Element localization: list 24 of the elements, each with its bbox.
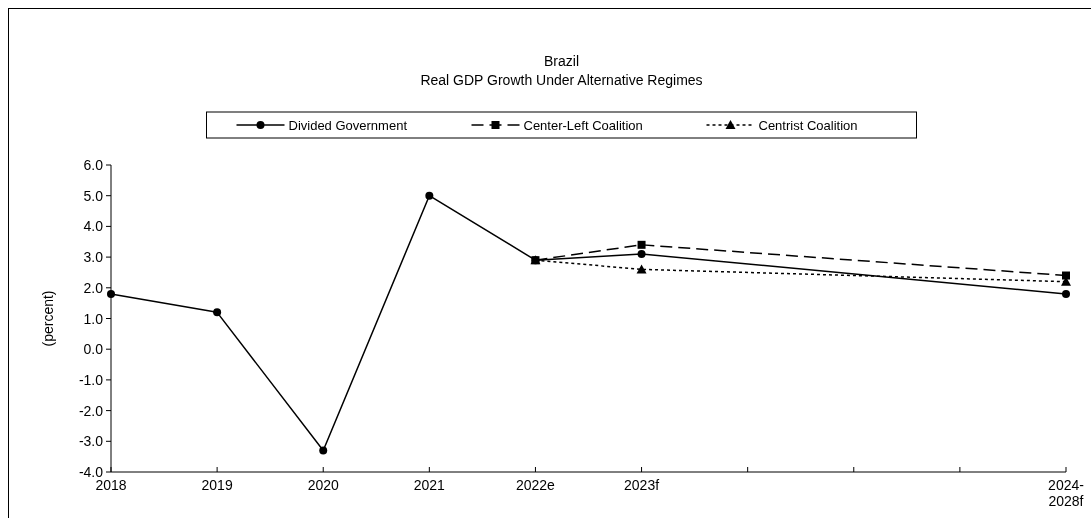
x-tick-label: 2023f bbox=[624, 477, 660, 493]
x-tick-label: 2021 bbox=[413, 477, 446, 493]
y-tick-label: 5.0 bbox=[83, 187, 104, 204]
y-tick-label: 4.0 bbox=[83, 218, 104, 235]
y-tick-label: -3.0 bbox=[78, 433, 104, 450]
y-tick-label: 1.0 bbox=[83, 310, 104, 327]
y-tick-label: -1.0 bbox=[78, 371, 104, 388]
x-tick-label: 2018 bbox=[95, 477, 127, 493]
y-tick-label: 2.0 bbox=[83, 279, 104, 296]
x-tick-label: 2020 bbox=[307, 477, 339, 493]
legend-label: Centrist Coalition bbox=[758, 118, 858, 133]
y-axis-title: (percent) bbox=[40, 290, 56, 347]
legend-label: Center-Left Coalition bbox=[523, 118, 643, 133]
y-tick-label: 0.0 bbox=[83, 341, 104, 358]
y-tick-label: -2.0 bbox=[78, 402, 104, 419]
y-tick-label: 6.0 bbox=[83, 157, 104, 173]
chart-title: Brazil bbox=[543, 53, 580, 69]
y-tick-label: -4.0 bbox=[78, 464, 104, 480]
legend-label: Divided Government bbox=[288, 118, 408, 133]
y-tick-label: 3.0 bbox=[83, 249, 104, 266]
x-tick-label: 2019 bbox=[201, 477, 233, 493]
x-tick-label: 2022e bbox=[515, 477, 556, 493]
x-tick-label: 2024- 2028f bbox=[1048, 477, 1085, 509]
chart-subtitle: Real GDP Growth Under Alternative Regimes bbox=[420, 72, 703, 88]
